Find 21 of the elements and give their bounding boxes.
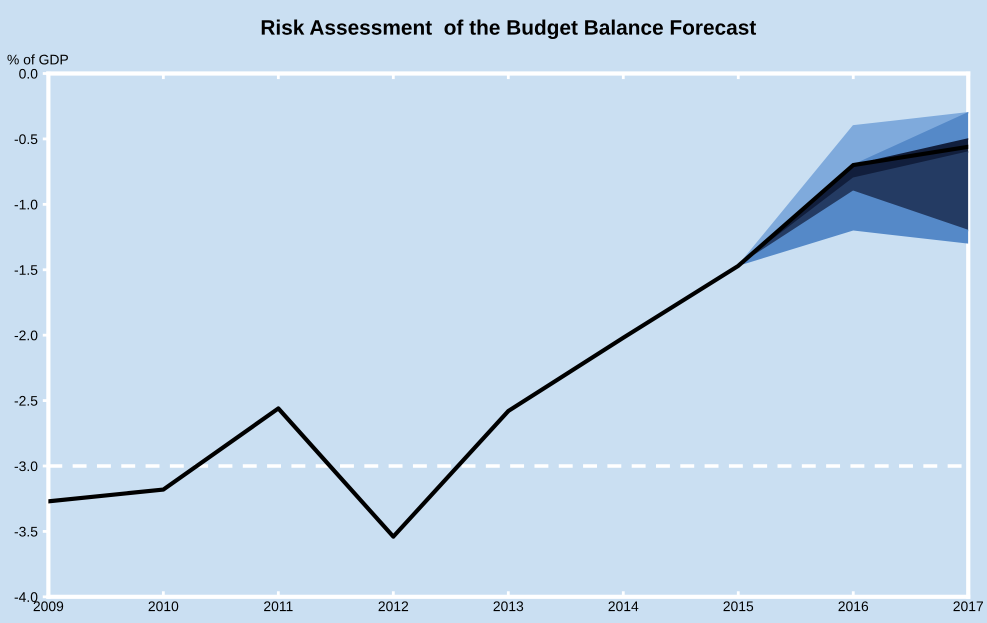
x-tick-label: 2009: [34, 601, 64, 612]
y-tick-label: -1.5: [14, 265, 38, 275]
y-tick-label: -3.0: [14, 461, 38, 472]
x-tick-label: 2013: [494, 601, 524, 612]
x-tick-label: 2011: [264, 601, 293, 612]
x-tick-label: 2010: [148, 601, 178, 612]
y-tick-label: -1.0: [14, 200, 38, 210]
y-tick-label: -4.0: [14, 592, 38, 602]
y-tick-label: -0.5: [14, 134, 38, 144]
y-tick-label: -2.0: [14, 330, 38, 340]
y-axis-title: % of GDP: [7, 54, 68, 64]
y-tick-label: -3.5: [14, 526, 38, 537]
y-tick-label: -2.5: [14, 396, 38, 406]
x-tick-label: 2016: [838, 601, 868, 612]
line-series: [48, 144, 968, 539]
chart-title: Risk Assessment of the Budget Balance Forecast: [262, 20, 756, 40]
x-tick-label: 2017: [954, 601, 983, 612]
x-tick-label: 2015: [724, 601, 754, 612]
x-tick-label: 2014: [608, 601, 638, 612]
y-tick-label: 0.0: [19, 68, 38, 79]
x-tick-label: 2012: [378, 601, 408, 612]
